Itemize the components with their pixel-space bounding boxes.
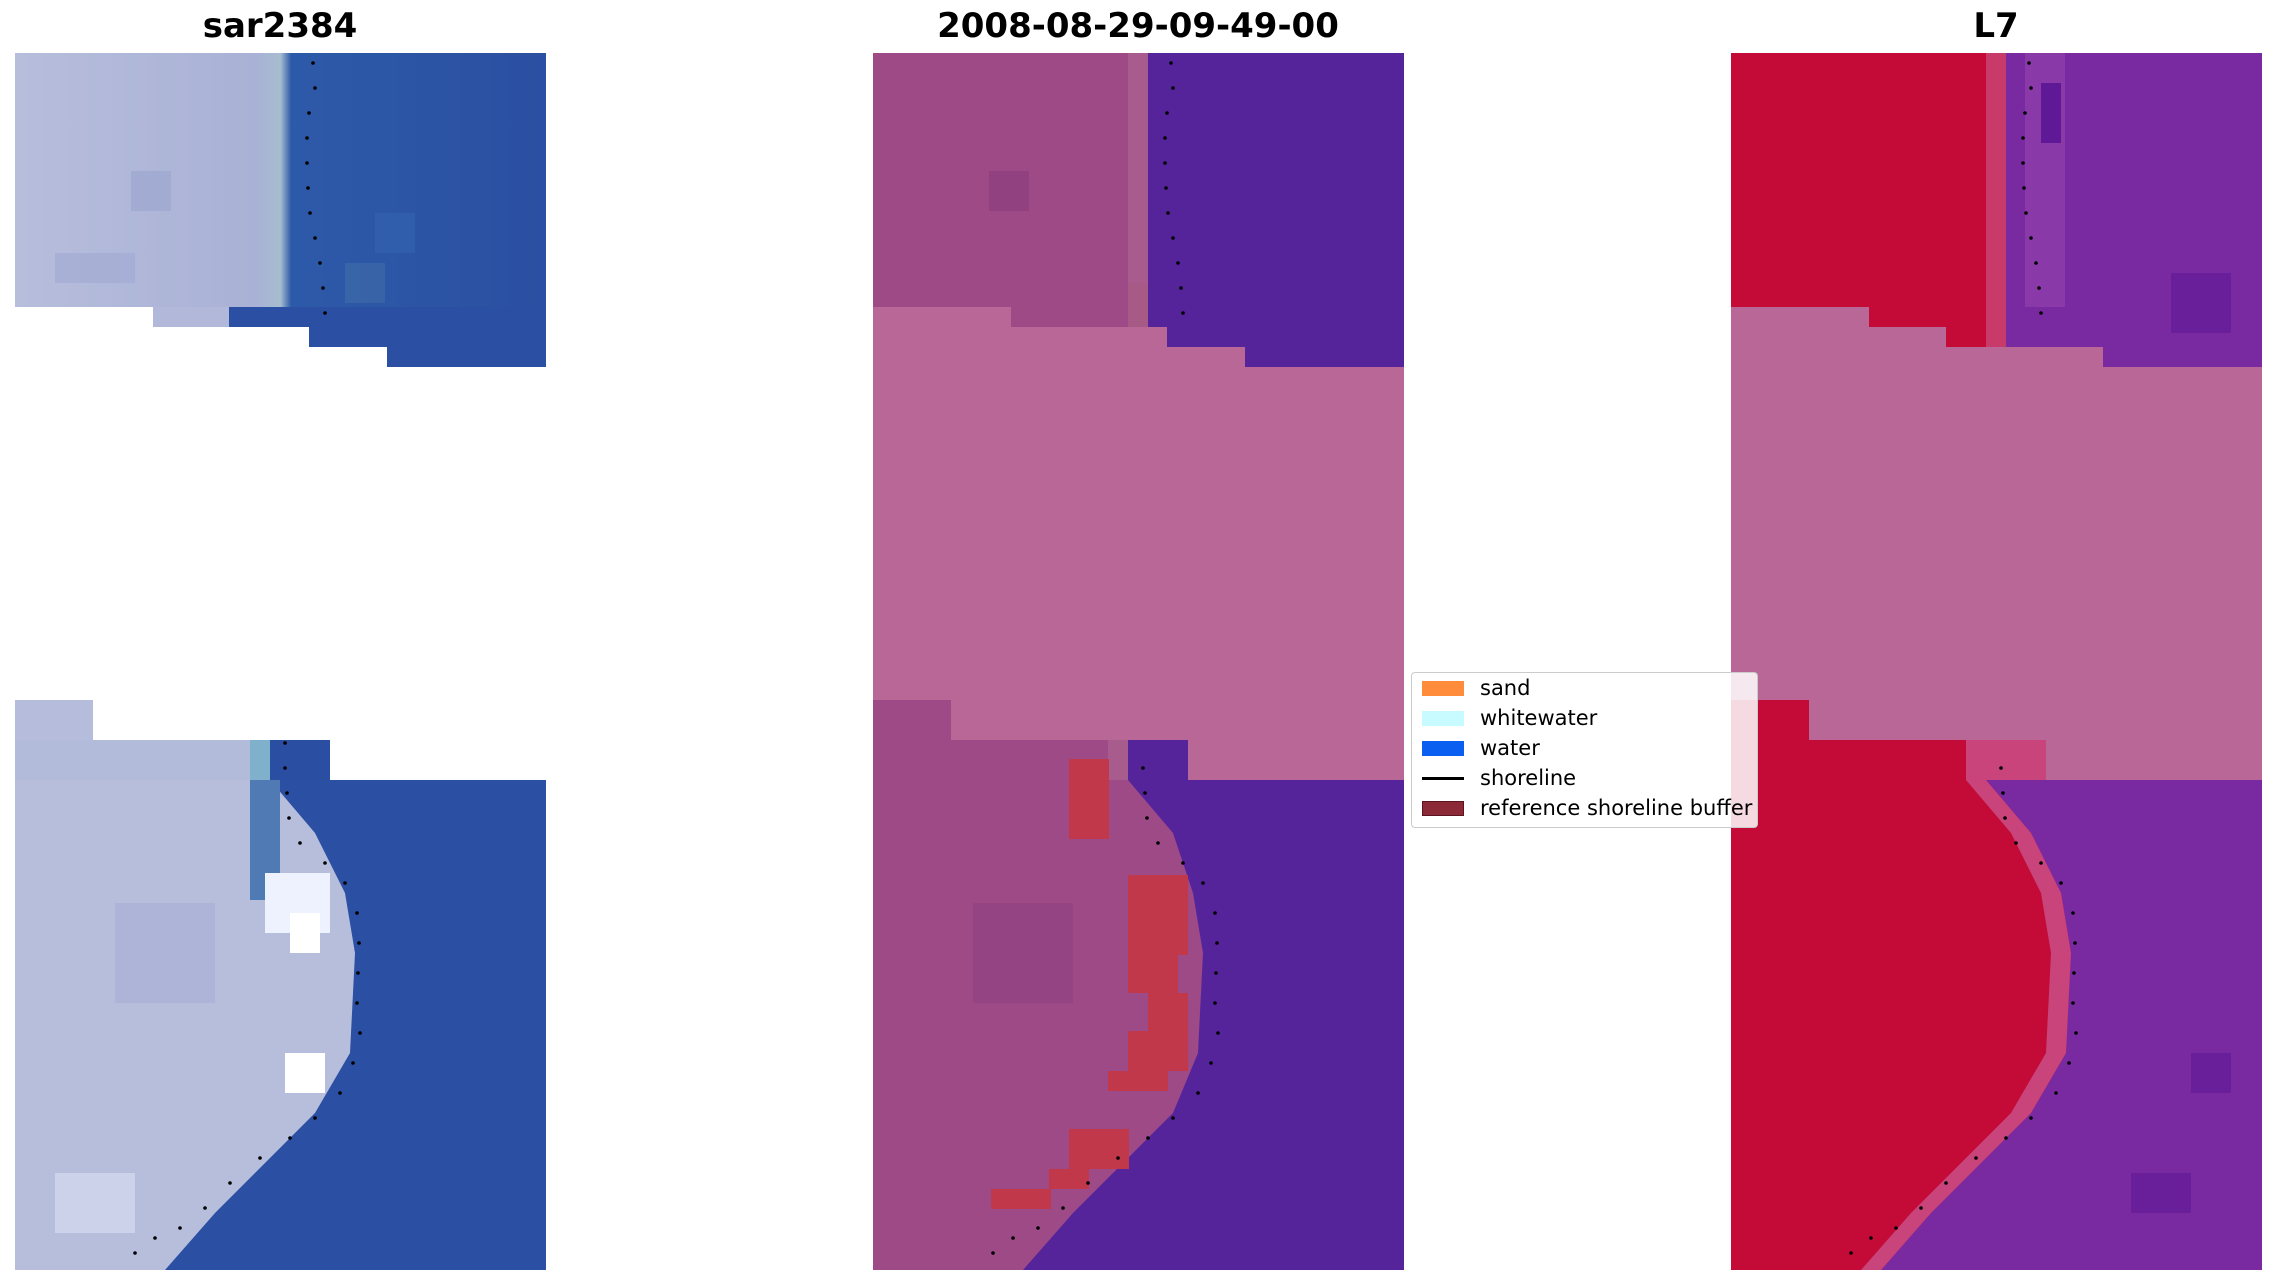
- mndwi-shoreline: [1849, 61, 2078, 1255]
- mndwi-top-block: [1731, 53, 2262, 367]
- classified-shoreline: [991, 61, 1220, 1255]
- legend-label-whitewater: whitewater: [1480, 706, 1598, 730]
- rgb-bottom-block: [15, 700, 546, 1270]
- classified-top-block: [873, 53, 1404, 367]
- legend-label-sand: sand: [1480, 676, 1531, 700]
- mndwi-image-panel: [1731, 53, 2262, 1270]
- rgb-top-block: [15, 53, 546, 367]
- legend-item-sand: sand: [1422, 676, 1530, 700]
- reference-shoreline-buffer: [991, 759, 1188, 1209]
- sand-swatch: [1422, 680, 1464, 696]
- rgb-image-panel: [15, 53, 546, 1270]
- panel-title-rgb: sar2384: [202, 6, 358, 46]
- reference-buffer-swatch: [1422, 800, 1464, 816]
- legend-item-water: water: [1422, 736, 1540, 760]
- panel-title-mndwi: L7: [1973, 6, 2019, 46]
- whitewater-swatch: [1422, 710, 1464, 726]
- legend-label-water: water: [1480, 736, 1540, 760]
- legend-item-shoreline: shoreline: [1422, 766, 1576, 790]
- legend-item-whitewater: whitewater: [1422, 706, 1597, 730]
- classified-image-panel: [873, 53, 1404, 1270]
- legend-item-reference-buffer: reference shoreline buffer: [1422, 796, 1752, 820]
- legend: sand whitewater water shoreline referenc…: [1411, 672, 1758, 828]
- legend-label-shoreline: shoreline: [1480, 766, 1577, 790]
- shoreline-line-swatch: [1422, 776, 1464, 780]
- panel-title-classified: 2008-08-29-09-49-00: [937, 6, 1339, 46]
- water-swatch: [1422, 740, 1464, 756]
- classified-bottom-block: [873, 700, 1404, 1270]
- legend-label-reference-buffer: reference shoreline buffer: [1480, 796, 1753, 820]
- rgb-shoreline: [133, 61, 362, 1255]
- mndwi-bottom-block: [1731, 700, 2262, 1270]
